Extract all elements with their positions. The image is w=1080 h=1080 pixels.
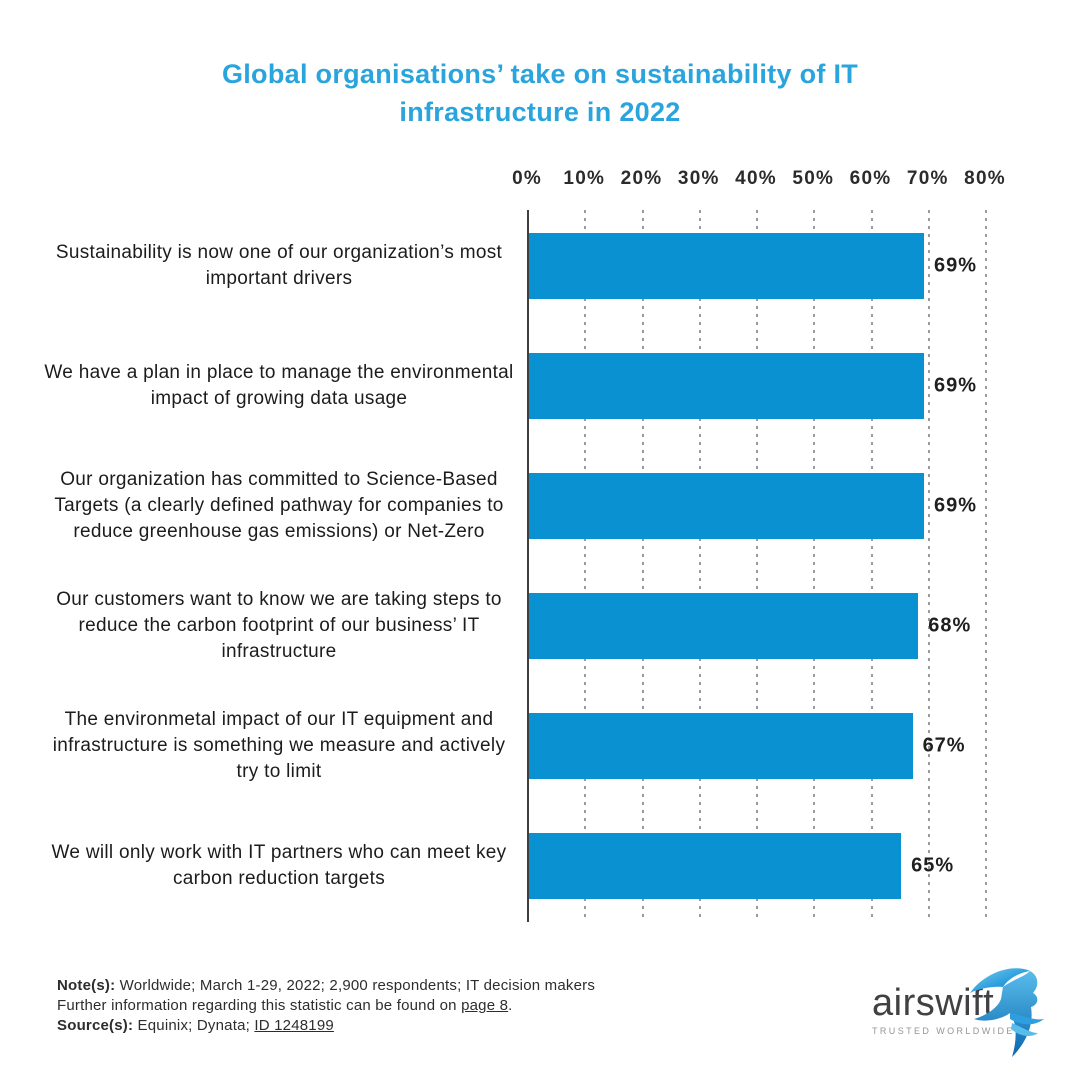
swift-bird-icon: [970, 968, 1044, 1057]
source-text: Equinix; Dynata;: [133, 1017, 255, 1034]
bar: [529, 353, 925, 419]
bar: [529, 473, 925, 539]
note-line: Note(s): Worldwide; March 1-29, 2022; 2,…: [57, 976, 595, 996]
note-label: Note(s):: [57, 977, 116, 994]
category-label: Our customers want to know we are taking…: [56, 589, 502, 662]
source-line: Source(s): Equinix; Dynata; ID 1248199: [57, 1016, 595, 1036]
grid-line: [698, 210, 701, 922]
bar-value-label: 65%: [911, 854, 955, 877]
bar-value-label: 69%: [934, 374, 978, 397]
note-text: Worldwide; March 1-29, 2022; 2,900 respo…: [115, 977, 596, 994]
footnotes: Note(s): Worldwide; March 1-29, 2022; 2,…: [57, 976, 595, 1036]
x-tick-label: 0%: [512, 168, 542, 189]
x-tick-label: 60%: [849, 168, 892, 189]
further-info-text: Further information regarding this stati…: [57, 997, 462, 1014]
x-tick-label: 30%: [677, 168, 720, 189]
grid-line: [641, 210, 644, 922]
grid-line: [985, 210, 987, 922]
source-label: Source(s):: [57, 1017, 134, 1034]
axis-zero-line: [527, 210, 529, 922]
bar-chart-plot-area: 0% 10% 20% 30% 40% 50% 60% 70% 80% 69% 69% 69% 68% 6…: [512, 168, 1005, 922]
x-tick-label: 20%: [620, 168, 663, 189]
bar: [529, 593, 919, 659]
further-info-suffix: .: [508, 997, 513, 1014]
x-tick-label: 10%: [563, 168, 606, 189]
bar: [529, 713, 913, 779]
grid-line: [927, 210, 930, 922]
bar-value-label: 68%: [928, 614, 972, 637]
chart-title: Global organisations’ take on sustainabi…: [221, 59, 859, 127]
further-info-line: Further information regarding this stati…: [57, 996, 595, 1016]
x-tick-label: 50%: [792, 168, 835, 189]
category-label: We will only work with IT partners who c…: [51, 842, 507, 889]
statistic-id-link[interactable]: ID 1248199: [254, 1017, 334, 1034]
bar: [529, 833, 902, 899]
x-tick-label: 70%: [906, 168, 949, 189]
category-label: The environmetal impact of our IT equipm…: [52, 709, 506, 782]
grid-line: [584, 210, 587, 922]
logo-tagline: TRUSTED WORLDWIDE: [872, 1026, 1015, 1036]
bar-value-label: 67%: [922, 734, 966, 757]
airswift-logo: airswift TRUSTED WORLDWIDE: [872, 968, 1062, 1063]
grid-line: [870, 210, 873, 922]
grid-line: [756, 210, 758, 922]
x-tick-label: 80%: [964, 168, 1006, 189]
category-label: Sustainability is now one of our organiz…: [55, 242, 503, 289]
category-label: Our organization has committed to Scienc…: [54, 469, 504, 542]
category-label: We have a plan in place to manage the en…: [44, 362, 514, 409]
bar-value-label: 69%: [934, 254, 978, 277]
bar: [529, 233, 925, 299]
bar-value-label: 69%: [934, 494, 978, 517]
grid-line: [813, 210, 816, 922]
page-8-link[interactable]: page 8: [461, 997, 509, 1014]
x-tick-label: 40%: [735, 168, 777, 189]
